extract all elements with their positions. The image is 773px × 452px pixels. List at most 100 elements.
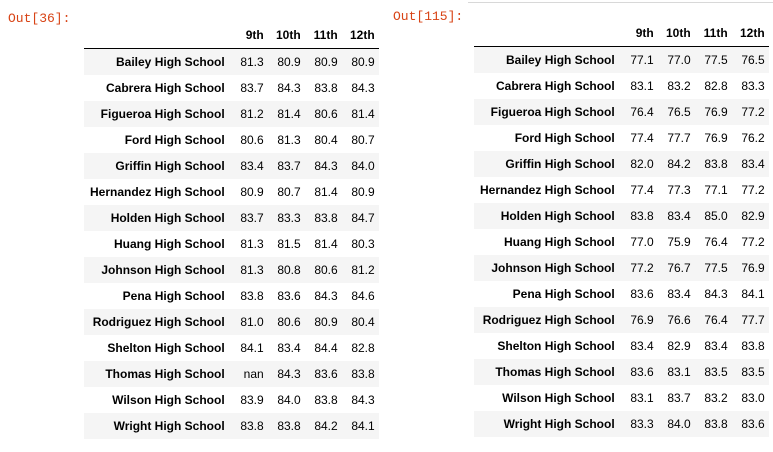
table-cell: 80.4 (314, 133, 338, 147)
table-row: Ford High School 80.6 81.3 80.4 80.7 (84, 127, 379, 153)
table-cell: 83.6 (741, 417, 765, 431)
table-cell: 81.3 (277, 133, 301, 147)
table-cell: 83.4 (704, 339, 728, 353)
table-cell: nan (243, 367, 264, 381)
table-row: Figueroa High School 81.2 81.4 80.6 81.4 (84, 101, 379, 127)
table-row: Holden High School 83.8 83.4 85.0 82.9 (474, 203, 769, 229)
table-cell: 84.1 (351, 419, 375, 433)
table-cell: 84.0 (667, 417, 691, 431)
table-cell: 83.8 (741, 339, 765, 353)
table-header-row: 9th 10th 11th 12th (474, 20, 769, 47)
table-cell: 84.3 (314, 289, 338, 303)
table-row: Pena High School 83.8 83.6 84.3 84.6 (84, 283, 379, 309)
table-row: Holden High School 83.7 83.3 83.8 84.7 (84, 205, 379, 231)
table-cell: 83.0 (741, 391, 765, 405)
table-cell: 83.2 (667, 79, 691, 93)
table-cell: 76.9 (630, 313, 654, 327)
table-cell: 84.2 (314, 419, 338, 433)
table-cell: 81.2 (351, 263, 375, 277)
index-header (84, 22, 231, 49)
row-index-label: Shelton High School (107, 341, 225, 355)
table-row: Thomas High School 83.6 83.1 83.5 83.5 (474, 359, 769, 385)
row-index-label: Bailey High School (506, 53, 615, 67)
table-cell: 77.0 (667, 53, 691, 67)
table-cell: 80.8 (277, 263, 301, 277)
row-index-label: Johnson High School (491, 261, 615, 275)
column-header: 11th (304, 22, 342, 49)
table-cell: 83.1 (667, 365, 691, 379)
table-cell: 80.9 (314, 315, 338, 329)
table-cell: 80.7 (277, 185, 301, 199)
table-row: Huang High School 77.0 75.9 76.4 77.2 (474, 229, 769, 255)
table-cell: 83.8 (704, 417, 728, 431)
table-row: Bailey High School 81.3 80.9 80.9 80.9 (84, 48, 379, 75)
table-row: Huang High School 81.3 81.5 81.4 80.3 (84, 231, 379, 257)
table-row: Hernandez High School 77.4 77.3 77.1 77.2 (474, 177, 769, 203)
table-cell: 83.3 (630, 417, 654, 431)
table-cell: 83.6 (630, 287, 654, 301)
table-row: Cabrera High School 83.1 83.2 82.8 83.3 (474, 73, 769, 99)
row-index-label: Wright High School (503, 417, 615, 431)
row-index-label: Bailey High School (116, 55, 225, 69)
table-row: Johnson High School 81.3 80.8 80.6 81.2 (84, 257, 379, 283)
table-cell: 77.2 (741, 183, 765, 197)
table-cell: 83.6 (630, 365, 654, 379)
table-cell: 85.0 (704, 209, 728, 223)
row-index-label: Thomas High School (105, 367, 225, 381)
table-cell: 83.4 (240, 159, 264, 173)
table-cell: 77.5 (704, 53, 728, 67)
table-cell: 83.3 (277, 211, 301, 225)
table-row: Griffin High School 82.0 84.2 83.8 83.4 (474, 151, 769, 177)
table-cell: 81.5 (277, 237, 301, 251)
table-cell: 81.3 (240, 237, 264, 251)
table-cell: 84.4 (314, 341, 338, 355)
table-cell: 83.8 (351, 367, 375, 381)
table-cell: 83.8 (314, 393, 338, 407)
column-header: 10th (657, 20, 695, 47)
table-cell: 80.4 (351, 315, 375, 329)
table-cell: 83.7 (240, 211, 264, 225)
table-cell: 76.4 (704, 235, 728, 249)
column-header: 12th (731, 20, 769, 47)
table-cell: 83.4 (667, 209, 691, 223)
row-index-label: Rodriguez High School (92, 315, 225, 329)
table-cell: 77.4 (630, 131, 654, 145)
table-cell: 76.2 (741, 131, 765, 145)
table-cell: 83.7 (240, 81, 264, 95)
cell-divider (468, 0, 773, 3)
table-row: Wilson High School 83.9 84.0 83.8 84.3 (84, 387, 379, 413)
table-cell: 76.6 (667, 313, 691, 327)
column-header: 12th (341, 22, 379, 49)
table-row: Wright High School 83.3 84.0 83.8 83.6 (474, 411, 769, 437)
table-cell: 76.4 (630, 105, 654, 119)
table-row: Pena High School 83.6 83.4 84.3 84.1 (474, 281, 769, 307)
table-cell: 77.2 (741, 235, 765, 249)
table-cell: 81.3 (240, 263, 264, 277)
table-cell: 84.7 (351, 211, 375, 225)
table-cell: 80.6 (314, 263, 338, 277)
table-cell: 83.2 (704, 391, 728, 405)
table-cell: 83.5 (741, 365, 765, 379)
row-index-label: Shelton High School (497, 339, 615, 353)
table-cell: 83.1 (630, 391, 654, 405)
table-cell: 84.3 (351, 393, 375, 407)
table-row: Hernandez High School 80.9 80.7 81.4 80.9 (84, 179, 379, 205)
table-cell: 84.3 (277, 81, 301, 95)
table-cell: 77.0 (630, 235, 654, 249)
table-row: Shelton High School 84.1 83.4 84.4 82.8 (84, 335, 379, 361)
table-cell: 83.4 (741, 157, 765, 171)
row-index-label: Thomas High School (495, 365, 615, 379)
table-cell: 77.4 (630, 183, 654, 197)
table-cell: 83.9 (240, 393, 264, 407)
table-cell: 84.1 (240, 341, 264, 355)
table-cell: 83.8 (704, 157, 728, 171)
table-cell: 83.4 (667, 287, 691, 301)
table-cell: 84.1 (741, 287, 765, 301)
table-row: Wright High School 83.8 83.8 84.2 84.1 (84, 413, 379, 439)
table-cell: 83.4 (277, 341, 301, 355)
table-body: Bailey High School 81.3 80.9 80.9 80.9 Cabrer… (84, 48, 379, 439)
row-index-label: Ford High School (124, 133, 225, 147)
table-cell: 84.0 (277, 393, 301, 407)
row-index-label: Wilson High School (502, 391, 615, 405)
table-row: Cabrera High School 83.7 84.3 83.8 84.3 (84, 75, 379, 101)
